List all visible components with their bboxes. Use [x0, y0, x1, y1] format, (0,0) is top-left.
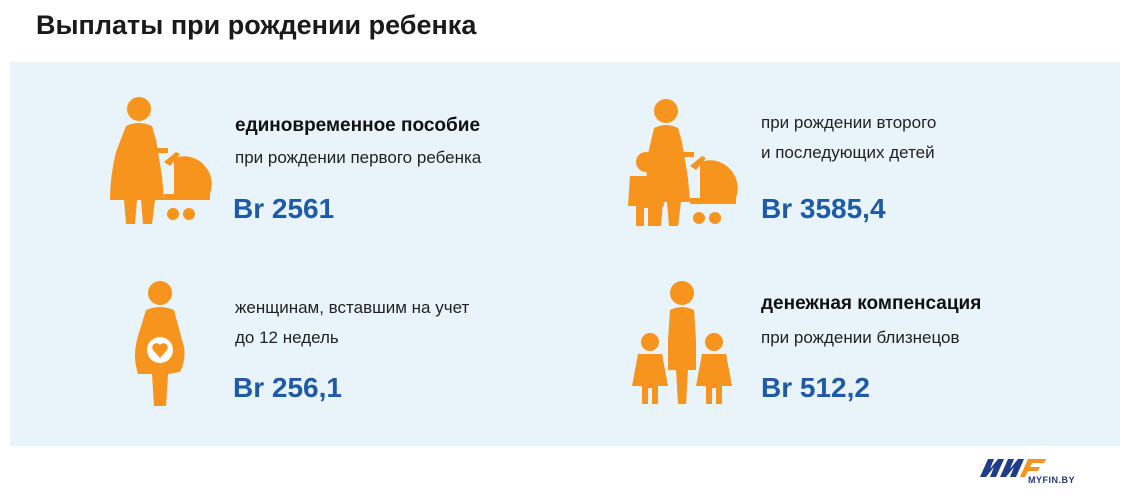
card-2-heading: при рождении второго — [761, 113, 937, 132]
card-3-heading: женщинам, вставшим на учет — [235, 298, 470, 317]
card-2-amount: Br 3585,4 — [761, 193, 886, 224]
pregnant-woman-icon — [135, 281, 185, 406]
card-4-amount: Br 512,2 — [761, 372, 870, 403]
mother-with-twins-icon — [632, 281, 732, 404]
myfin-logo-icon — [980, 459, 1046, 477]
card-3-description: до 12 недель — [235, 328, 339, 347]
mother-with-child-and-stroller-icon — [628, 99, 738, 226]
myfin-logo: MYFIN.BY — [980, 455, 1090, 487]
card-1-amount: Br 2561 — [233, 193, 335, 224]
page-title: Выплаты при рождении ребенка — [36, 10, 477, 40]
card-4-heading: денежная компенсация — [761, 293, 982, 314]
card-1-heading: единовременное пособие — [235, 115, 481, 136]
myfin-logo-text: MYFIN.BY — [1028, 475, 1076, 485]
card-4-description: при рождении близнецов — [761, 328, 960, 347]
card-2-description: и последующих детей — [761, 143, 935, 162]
payments-panel: единовременное пособие при рождении перв… — [10, 62, 1120, 446]
card-1-description: при рождении первого ребенка — [235, 148, 482, 167]
card-3-amount: Br 256,1 — [233, 372, 342, 403]
mother-with-stroller-icon — [110, 97, 212, 224]
